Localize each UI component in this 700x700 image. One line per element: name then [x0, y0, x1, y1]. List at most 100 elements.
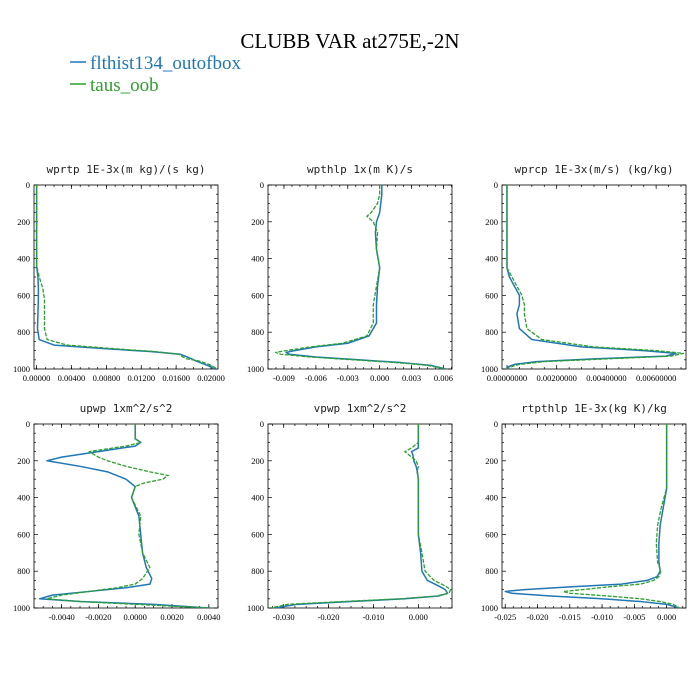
plot-frame	[33, 423, 219, 609]
panel-3: wprcp 1E-3x(m/s) (kg/kg) 0 200 400 600 800 100…	[481, 163, 687, 383]
x-tick-label: 0.0020	[160, 612, 183, 622]
series-line-flthist134	[506, 185, 677, 369]
y-tick-label: 800	[485, 327, 498, 337]
x-tick-label: 0.003	[402, 373, 421, 383]
y-tick-label: 800	[17, 327, 30, 337]
y-tick-label: 200	[251, 456, 264, 466]
y-tick-label: 400	[17, 254, 30, 264]
y-tick-label: 0	[260, 180, 264, 190]
y-tick-label: 600	[485, 529, 498, 539]
y-tick-label: 200	[251, 217, 264, 227]
x-tick-label: -0.010	[591, 612, 613, 622]
y-tick-label: 200	[17, 456, 30, 466]
y-tick-label: 0	[26, 180, 30, 190]
x-tick-label: 0.0000	[124, 612, 147, 622]
y-tick-label: 800	[17, 566, 30, 576]
x-tick-label: -0.020	[318, 612, 340, 622]
plot-frame	[267, 184, 453, 370]
x-tick-label: -0.006	[305, 373, 327, 383]
panel-1: wprtp 1E-3x(m kg)/(s kg) 0 200 400 600 800 100…	[13, 163, 225, 383]
panel-title: vpwp 1xm^2/s^2	[314, 402, 407, 415]
panel-4: upwp 1xm^2/s^2 0 200 400 600 800 1000 -0.0040 -0…	[13, 402, 220, 622]
x-tick-label: 0.02000	[197, 373, 225, 383]
x-tick-label: 0.006	[434, 373, 453, 383]
series-line-flthist134	[504, 424, 680, 608]
x-tick-label: -0.003	[337, 373, 359, 383]
panel-title: wpthlp 1x(m K)/s	[307, 163, 413, 176]
panel-title: upwp 1xm^2/s^2	[80, 402, 173, 415]
plot-frame	[33, 184, 219, 370]
y-tick-label: 200	[17, 217, 30, 227]
series-group	[274, 185, 446, 369]
series-group	[506, 185, 685, 369]
series-line-taus-oob	[46, 424, 209, 608]
series-line-taus-oob	[506, 185, 685, 369]
x-tick-label: -0.0040	[48, 612, 74, 622]
y-tick-label: 600	[17, 529, 30, 539]
panel-title: wprcp 1E-3x(m/s) (kg/kg)	[515, 163, 674, 176]
x-tick-label: 0.00400	[58, 373, 86, 383]
y-tick-label: 200	[485, 456, 498, 466]
x-tick-label: 0.000	[409, 612, 428, 622]
series-group	[35, 185, 218, 369]
y-tick-label: 800	[485, 566, 498, 576]
series-group	[38, 424, 209, 608]
y-tick-label: 1000	[247, 603, 264, 613]
series-line-taus-oob	[270, 424, 452, 608]
x-tick-label: 0.000	[370, 373, 389, 383]
x-tick-label: -0.009	[273, 373, 295, 383]
y-tick-label: 1000	[13, 364, 30, 374]
x-tick-label: -0.015	[559, 612, 581, 622]
y-tick-label: 400	[485, 493, 498, 503]
y-tick-label: 400	[251, 493, 264, 503]
y-tick-label: 0	[26, 419, 30, 429]
x-tick-label: 0.00800	[93, 373, 121, 383]
legend-label-flthist134: flthist134_outofbox	[90, 53, 241, 74]
x-tick-label: 0.01200	[127, 373, 155, 383]
series-group	[504, 424, 680, 608]
plot-frame	[267, 423, 453, 609]
legend-label-taus-oob: taus_oob	[90, 75, 159, 96]
series-group	[270, 424, 452, 608]
series-line-taus-oob	[562, 424, 680, 608]
x-tick-label: 0.0040	[197, 612, 220, 622]
y-tick-label: 800	[251, 327, 264, 337]
y-tick-label: 600	[485, 290, 498, 300]
y-tick-label: 1000	[481, 603, 498, 613]
plot-frame	[501, 423, 687, 609]
series-line-flthist134	[285, 185, 446, 369]
panel-6: rtpthlp 1E-3x(kg K)/kg02004006008001000-…	[481, 402, 687, 622]
figure-title: CLUBB VAR at275E,-2N	[240, 29, 459, 53]
y-tick-label: 400	[485, 254, 498, 264]
y-tick-label: 600	[251, 290, 264, 300]
series-line-taus-oob	[274, 185, 446, 369]
y-tick-label: 0	[494, 180, 498, 190]
x-tick-label: 0.00000000	[487, 373, 527, 383]
x-tick-label: 0.00000	[23, 373, 51, 383]
y-tick-label: 400	[251, 254, 264, 264]
y-tick-label: 0	[260, 419, 264, 429]
y-tick-label: 400	[17, 493, 30, 503]
x-tick-label: -0.005	[623, 612, 645, 622]
series-line-taus-oob	[35, 185, 218, 369]
x-tick-label: 0.00400000	[586, 373, 626, 383]
y-tick-label: 600	[251, 529, 264, 539]
y-tick-label: 1000	[481, 364, 498, 374]
y-tick-label: 1000	[13, 603, 30, 613]
panels-grid: wprtp 1E-3x(m kg)/(s kg) 0 200 400 600 800 100…	[13, 163, 687, 622]
x-tick-label: 0.01600	[162, 373, 190, 383]
x-tick-label: 0.00200000	[537, 373, 577, 383]
x-tick-label: -0.030	[273, 612, 295, 622]
plot-frame	[501, 184, 687, 370]
series-line-flthist134	[274, 424, 449, 608]
x-tick-label: -0.025	[494, 612, 516, 622]
panel-title: rtpthlp 1E-3x(kg K)/kg	[521, 402, 667, 415]
x-tick-label: -0.020	[527, 612, 549, 622]
x-tick-label: -0.0020	[85, 612, 111, 622]
x-tick-label: 0.000	[657, 612, 676, 622]
y-tick-label: 1000	[247, 364, 264, 374]
y-tick-label: 800	[251, 566, 264, 576]
series-line-flthist134	[35, 185, 215, 369]
x-tick-label: 0.00600000	[636, 373, 676, 383]
